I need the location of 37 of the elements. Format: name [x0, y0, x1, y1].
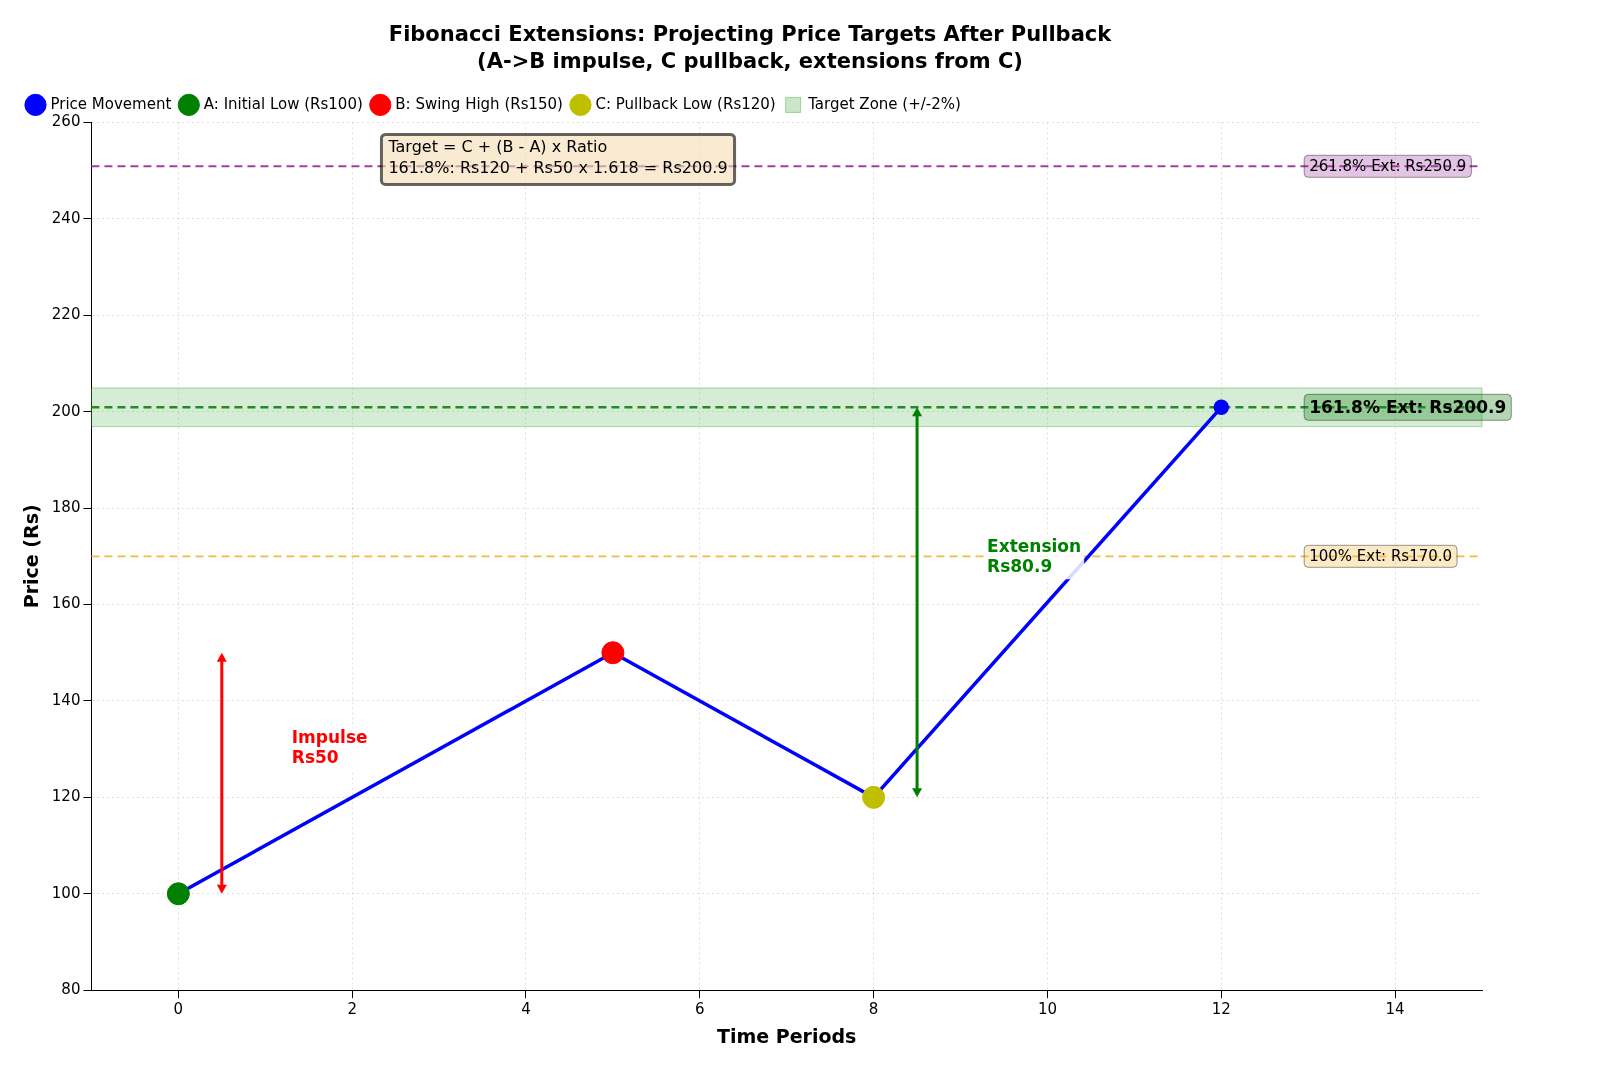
- chart-title: Fibonacci Extensions: Projecting Price Targets After Pullback: [388, 22, 1113, 47]
- point: [1213, 399, 1230, 416]
- x-tick-label: 4: [521, 1000, 531, 1019]
- point: [601, 641, 625, 665]
- x-tick-label: 6: [695, 1000, 705, 1019]
- x-axis-title: Time Periods: [717, 1024, 857, 1047]
- y-tick-label: 120: [51, 787, 81, 806]
- y-tick-label: 240: [51, 208, 81, 227]
- legend-label: A: Initial Low (Rs100): [203, 94, 363, 113]
- chart-subtitle: (A->B impulse, C pullback, extensions from C): [477, 49, 1023, 74]
- y-tick-label: 140: [51, 690, 81, 709]
- y-tick-label: 160: [51, 594, 81, 613]
- y-axis-title: Price (Rs): [20, 504, 43, 609]
- point: [862, 785, 886, 809]
- y-tick-label: 80: [61, 980, 81, 999]
- legend-label: Price Movement: [50, 94, 172, 113]
- y-tick-label: 180: [51, 497, 81, 516]
- y-tick-label: 100: [51, 883, 81, 902]
- legend-label: C: Pullback Low (Rs120): [595, 94, 776, 113]
- x-tick-label: 2: [347, 1000, 357, 1019]
- legend-label: B: Swing High (Rs150): [395, 94, 563, 113]
- legend-label: Target Zone (+/-2%): [807, 94, 961, 113]
- ref-line-label: 100% Ext: Rs170.0: [1309, 547, 1453, 566]
- y-tick-label: 220: [51, 305, 81, 324]
- point: [166, 882, 190, 906]
- annotation: Impulse Rs50: [291, 726, 368, 767]
- y-tick-label: 260: [51, 112, 81, 131]
- x-tick-label: 8: [868, 1000, 879, 1019]
- annotation: Target = C + (B - A) x Ratio 161.8%: Rs120 + Rs50 x 1.618 = Rs200.9: [387, 136, 728, 177]
- x-tick-label: 10: [1037, 1000, 1057, 1019]
- x-tick-label: 0: [173, 1000, 184, 1019]
- x-tick-label: 12: [1211, 1000, 1231, 1019]
- annotation: Extension Rs80.9: [987, 535, 1082, 576]
- ref-line-label: 161.8% Ext: Rs200.9: [1309, 396, 1507, 417]
- x-tick-label: 14: [1385, 1000, 1405, 1019]
- ref-line-label: 261.8% Ext: Rs250.9: [1309, 157, 1467, 176]
- y-tick-label: 200: [51, 401, 81, 420]
